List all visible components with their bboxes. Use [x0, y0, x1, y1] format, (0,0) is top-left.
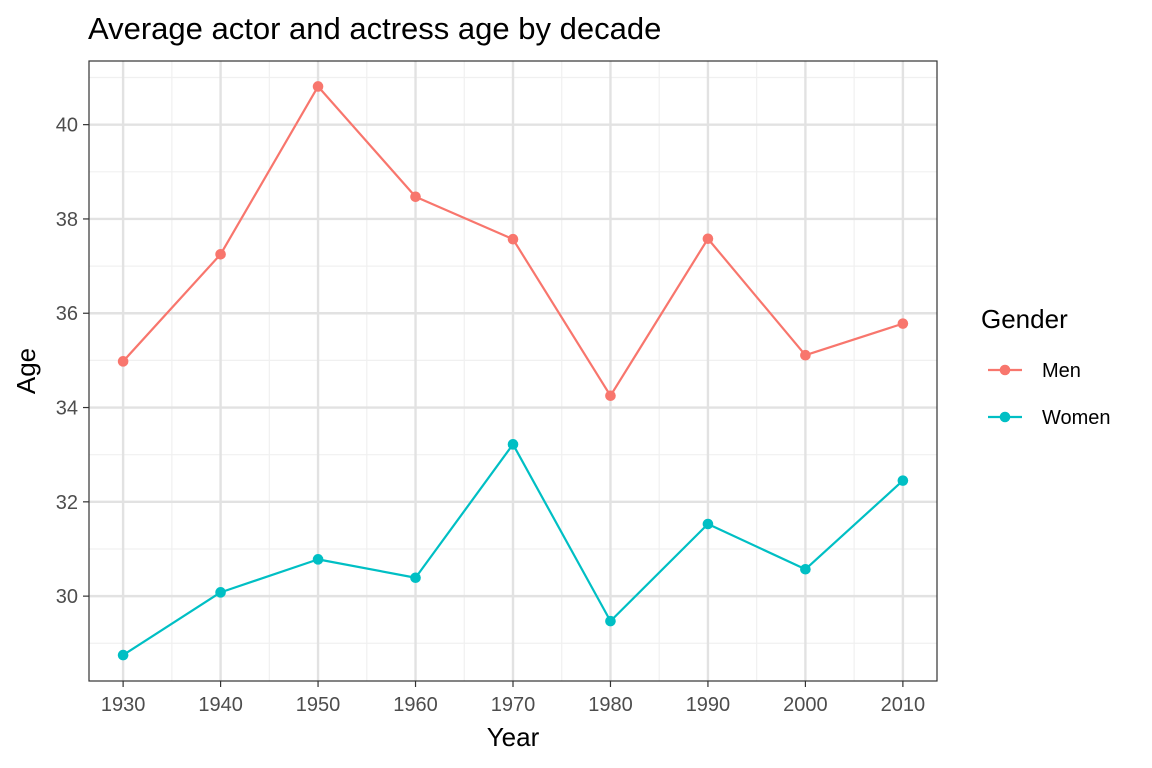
- women-data-point: [800, 563, 811, 575]
- men-data-point: [215, 249, 226, 260]
- y-tick-label: 32: [56, 492, 78, 514]
- axes: 1930 1940 1950 1960 1970 1980 1990 2000 2010 30 32…: [56, 115, 925, 716]
- x-tick-label: 1930: [101, 694, 146, 716]
- women-data-point: [897, 475, 909, 486]
- legend-label-men: Men: [1042, 360, 1081, 382]
- legend: Gender Men Women: [981, 304, 1111, 429]
- men-data-point: [312, 81, 324, 92]
- x-tick-label: 1990: [686, 694, 731, 716]
- y-tick-label: 30: [56, 586, 78, 608]
- women-data-point: [410, 572, 421, 584]
- x-tick-label: 1950: [296, 694, 341, 716]
- legend-key-point-men: [999, 364, 1011, 376]
- women-data-point: [605, 615, 616, 627]
- women-data-point: [312, 554, 324, 565]
- y-tick-label: 38: [56, 209, 78, 231]
- men-data-point: [897, 318, 909, 329]
- chart-title: Average actor and actress age by decade: [88, 11, 661, 46]
- series-layer: [117, 81, 909, 661]
- men-data-point: [410, 191, 421, 203]
- women-data-point: [507, 439, 519, 450]
- x-tick-label: 1940: [198, 694, 243, 716]
- grid-lines: [89, 61, 937, 681]
- men-data-point: [800, 349, 811, 361]
- x-tick-label: 1960: [393, 694, 438, 716]
- x-tick-label: 1980: [588, 694, 633, 716]
- men-data-point: [117, 356, 129, 367]
- men-data-point: [702, 233, 714, 245]
- x-tick-label: 1970: [491, 694, 536, 716]
- legend-label-women: Women: [1042, 407, 1111, 429]
- legend-title: Gender: [981, 304, 1068, 334]
- men-data-point: [507, 233, 519, 245]
- women-data-point: [702, 518, 714, 530]
- x-tick-label: 2000: [783, 694, 828, 716]
- women-data-point: [117, 649, 129, 661]
- y-tick-label: 40: [56, 115, 78, 137]
- legend-key-point-women: [999, 411, 1011, 423]
- men-data-point: [605, 390, 616, 402]
- y-axis-title: Age: [11, 348, 41, 394]
- x-axis-title: Year: [487, 722, 540, 752]
- x-tick-label: 2010: [881, 694, 926, 716]
- y-tick-label: 36: [56, 303, 78, 325]
- women-data-point: [215, 587, 226, 598]
- y-tick-label: 34: [56, 398, 78, 420]
